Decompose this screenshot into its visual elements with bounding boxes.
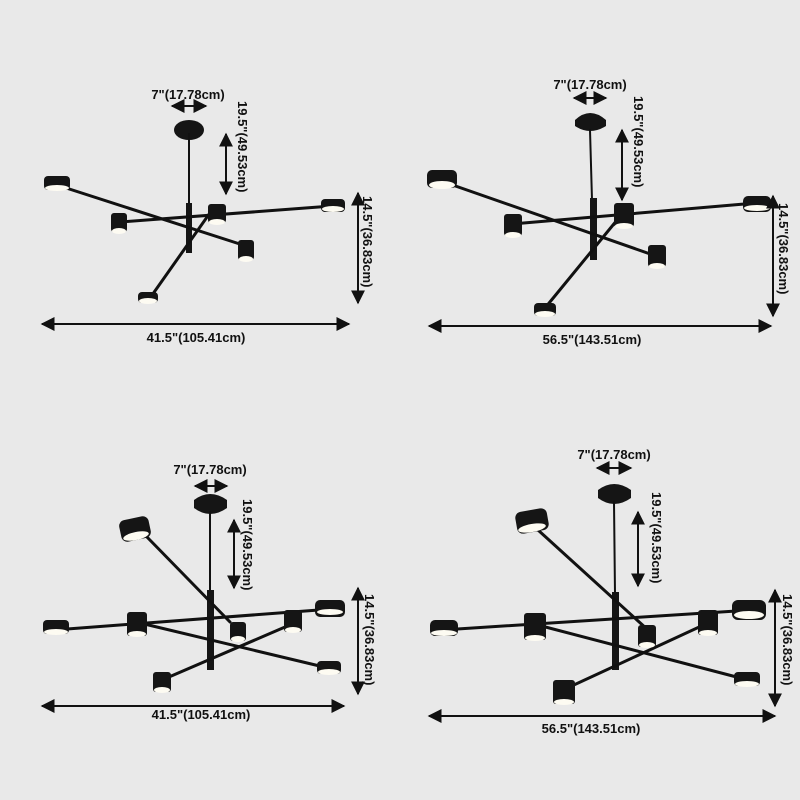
light-shade (524, 613, 546, 641)
arm-3 (543, 212, 624, 310)
panel-3: 7"(17.78cm) 19.5"(49.53cm) 14.5"(36.83cm… (40, 462, 377, 722)
drop-length-label: 19.5"(49.53cm) (235, 101, 250, 192)
light-shade (44, 176, 70, 191)
light-shade (321, 199, 345, 212)
arm-1 (442, 180, 658, 258)
light-shade (504, 214, 522, 238)
height-label: 14.5"(36.83cm) (360, 196, 375, 287)
arm-4 (160, 622, 294, 682)
light-shade (111, 213, 127, 234)
light-shade (734, 672, 760, 687)
canopy-width-label: 7"(17.78cm) (577, 447, 650, 462)
panel-1: 7"(17.78cm) 19.5"(49.53cm) 14.5"(36.83cm… (40, 87, 375, 345)
ceiling-canopy (174, 120, 204, 140)
chandelier-6-light-small (44, 120, 345, 304)
overall-width-label: 56.5"(143.51cm) (543, 332, 642, 347)
arm-3 (148, 208, 214, 300)
light-shade (284, 610, 302, 633)
arm-4 (561, 620, 712, 692)
downrod (613, 501, 616, 595)
chandelier-8-light-small (43, 494, 345, 693)
light-shade (648, 245, 666, 269)
central-hub (590, 198, 597, 260)
light-shade (43, 620, 69, 635)
light-shade (427, 170, 457, 189)
light-shade (638, 625, 656, 648)
central-hub (612, 592, 619, 670)
downrod (589, 129, 593, 201)
light-shade (698, 610, 718, 636)
light-shade (430, 620, 458, 636)
light-shade (230, 622, 246, 642)
light-shade (315, 600, 345, 617)
light-shade (614, 203, 634, 229)
light-shade (743, 196, 771, 212)
drop-length-label: 19.5"(49.53cm) (631, 96, 646, 187)
arm-1 (58, 184, 248, 248)
central-hub (207, 590, 214, 670)
canopy-width-label: 7"(17.78cm) (553, 77, 626, 92)
overall-width-label: 41.5"(105.41cm) (147, 330, 246, 345)
arm-1 (536, 528, 650, 632)
light-shade (119, 516, 151, 542)
drop-length-label: 19.5"(49.53cm) (240, 499, 255, 590)
arm-3 (532, 622, 750, 682)
light-shade (732, 600, 766, 620)
panel-4: 7"(17.78cm) 19.5"(49.53cm) 14.5"(36.83cm… (427, 447, 795, 736)
ceiling-canopy (575, 113, 606, 131)
light-shade (208, 204, 226, 225)
overall-width-label: 56.5"(143.51cm) (542, 721, 641, 736)
light-shade (138, 292, 158, 304)
height-label: 14.5"(36.83cm) (776, 203, 791, 294)
overall-width-label: 41.5"(105.41cm) (152, 707, 251, 722)
ceiling-canopy (194, 494, 227, 514)
height-label: 14.5"(36.83cm) (362, 594, 377, 685)
chandelier-8-light-large (430, 484, 766, 705)
light-shade (515, 508, 549, 534)
panel-2: 7"(17.78cm) 19.5"(49.53cm) 14.5"(36.83cm… (427, 77, 791, 347)
light-shade (317, 661, 341, 675)
canopy-width-label: 7"(17.78cm) (173, 462, 246, 477)
canopy-width-label: 7"(17.78cm) (151, 87, 224, 102)
arm-3 (134, 620, 330, 670)
drop-length-label: 19.5"(49.53cm) (649, 492, 664, 583)
light-shade (534, 303, 556, 317)
light-shade (238, 240, 254, 262)
light-shade (127, 612, 147, 637)
chandelier-6-light-large (427, 113, 771, 317)
arm-1 (144, 534, 232, 624)
height-label: 14.5"(36.83cm) (780, 594, 795, 685)
light-shade (553, 680, 575, 705)
ceiling-canopy (598, 484, 631, 504)
light-shade (153, 672, 171, 693)
